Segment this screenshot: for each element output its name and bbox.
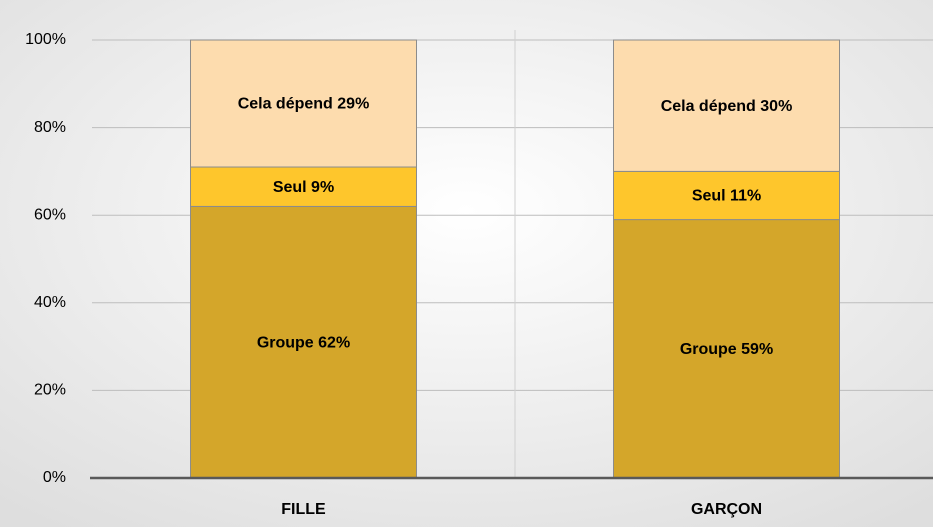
bar-segment xyxy=(613,219,840,479)
y-tick-label: 80% xyxy=(34,119,66,136)
y-tick-label: 100% xyxy=(25,31,66,48)
bar-segment xyxy=(190,166,417,207)
y-tick-label: 60% xyxy=(34,206,66,223)
data-label: Seul 11% xyxy=(692,188,761,205)
x-tick-label: GARÇON xyxy=(691,501,762,518)
bar-segment xyxy=(613,170,840,221)
data-label: Cela dépend 30% xyxy=(661,98,793,115)
bar-segment xyxy=(613,39,840,172)
data-label: Groupe 59% xyxy=(680,341,773,358)
data-label: Cela dépend 29% xyxy=(238,96,370,113)
data-label: Seul 9% xyxy=(273,179,334,196)
y-tick-label: 40% xyxy=(34,294,66,311)
y-tick-label: 0% xyxy=(43,469,66,486)
y-tick-label: 20% xyxy=(34,382,66,399)
data-label: Groupe 62% xyxy=(257,334,350,351)
bar-segment xyxy=(190,39,417,168)
x-tick-label: FILLE xyxy=(281,501,326,518)
